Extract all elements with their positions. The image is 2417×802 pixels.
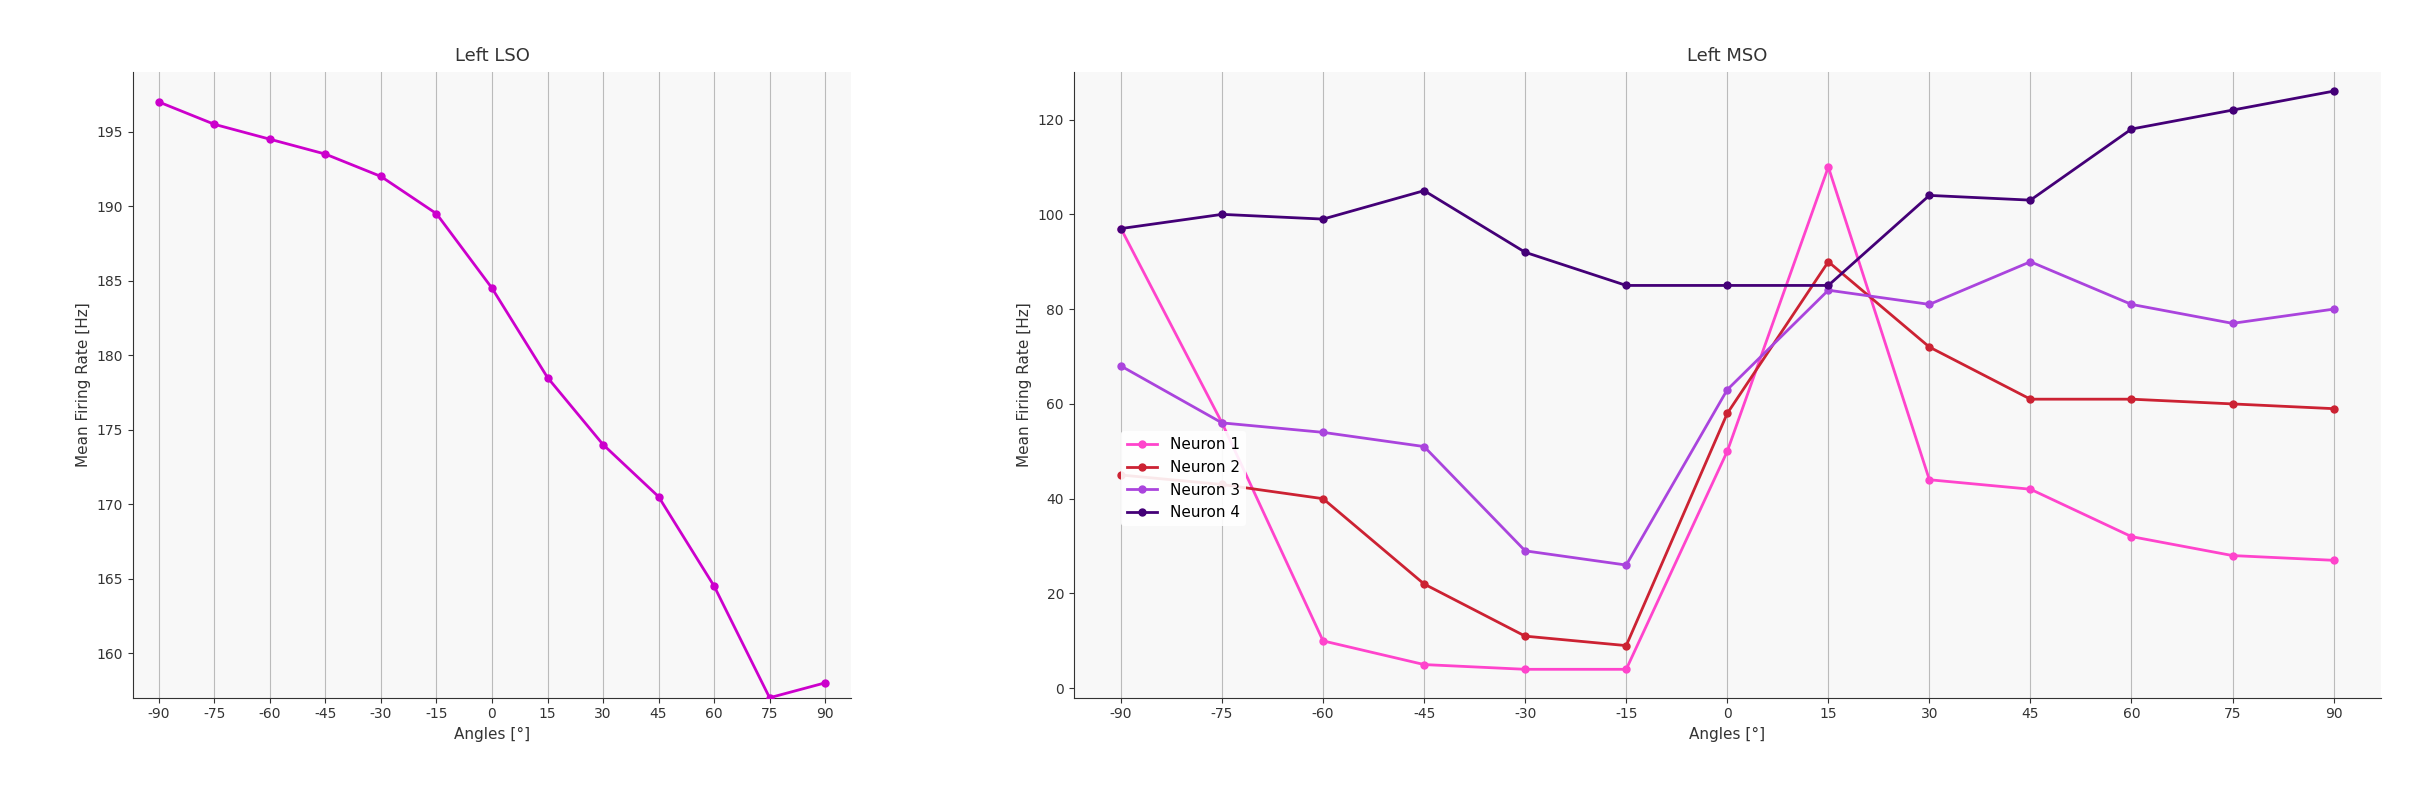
Neuron 1	[1107, 224, 1136, 233]
Neuron 1	[1208, 418, 1238, 427]
Neuron 2	[1914, 342, 1943, 352]
Neuron 4	[2219, 105, 2248, 115]
Neuron 4	[2117, 124, 2146, 134]
Neuron 2	[2016, 395, 2045, 404]
Neuron 4	[1914, 191, 1943, 200]
Neuron 4	[1107, 224, 1136, 233]
Neuron 3	[2318, 304, 2347, 314]
Neuron 3	[1714, 385, 1743, 395]
Neuron 3	[1511, 546, 1540, 556]
Neuron 1	[1308, 636, 1337, 646]
Neuron 4	[1813, 281, 1842, 290]
Neuron 3	[2016, 257, 2045, 266]
Neuron 1	[2219, 551, 2248, 561]
Legend: Neuron 1, Neuron 2, Neuron 3, Neuron 4: Neuron 1, Neuron 2, Neuron 3, Neuron 4	[1121, 431, 1245, 526]
Neuron 2	[2318, 404, 2347, 414]
Neuron 3	[1107, 361, 1136, 371]
Neuron 3	[2117, 300, 2146, 310]
Neuron 2	[1511, 631, 1540, 641]
Title: Left MSO: Left MSO	[1687, 47, 1767, 65]
Neuron 2	[1612, 641, 1641, 650]
Neuron 1	[2117, 532, 2146, 541]
Neuron 2	[1813, 257, 1842, 266]
Y-axis label: Mean Firing Rate [Hz]: Mean Firing Rate [Hz]	[1018, 302, 1032, 468]
Line: Neuron 1: Neuron 1	[1117, 164, 2337, 673]
Neuron 3	[1612, 561, 1641, 570]
Neuron 4	[2318, 87, 2347, 96]
Neuron 4	[1714, 281, 1743, 290]
Neuron 2	[1308, 494, 1337, 504]
Neuron 1	[1511, 665, 1540, 674]
X-axis label: Angles [°]: Angles [°]	[454, 727, 529, 742]
Neuron 1	[1714, 447, 1743, 456]
Y-axis label: Mean Firing Rate [Hz]: Mean Firing Rate [Hz]	[77, 302, 92, 468]
Neuron 4	[2016, 196, 2045, 205]
Neuron 3	[1308, 427, 1337, 437]
Neuron 1	[1914, 475, 1943, 484]
Neuron 4	[1208, 209, 1238, 219]
Line: Neuron 3: Neuron 3	[1117, 258, 2337, 569]
Line: Neuron 4: Neuron 4	[1117, 87, 2337, 289]
Neuron 4	[1409, 186, 1438, 196]
Neuron 1	[1409, 660, 1438, 670]
Title: Left LSO: Left LSO	[454, 47, 529, 65]
Neuron 2	[1409, 579, 1438, 589]
Neuron 4	[1612, 281, 1641, 290]
Line: Neuron 2: Neuron 2	[1117, 258, 2337, 649]
Neuron 4	[1511, 248, 1540, 257]
Neuron 1	[2318, 556, 2347, 565]
Neuron 4	[1308, 214, 1337, 224]
Neuron 3	[1409, 442, 1438, 452]
Neuron 3	[1813, 286, 1842, 295]
Neuron 3	[2219, 318, 2248, 328]
Neuron 1	[1813, 162, 1842, 172]
Neuron 1	[1612, 665, 1641, 674]
X-axis label: Angles [°]: Angles [°]	[1689, 727, 1764, 742]
Neuron 2	[1107, 470, 1136, 480]
Neuron 2	[2117, 395, 2146, 404]
Neuron 2	[1714, 408, 1743, 418]
Neuron 1	[2016, 484, 2045, 494]
Neuron 3	[1914, 300, 1943, 310]
Neuron 2	[1208, 480, 1238, 489]
Neuron 3	[1208, 418, 1238, 427]
Neuron 2	[2219, 399, 2248, 409]
